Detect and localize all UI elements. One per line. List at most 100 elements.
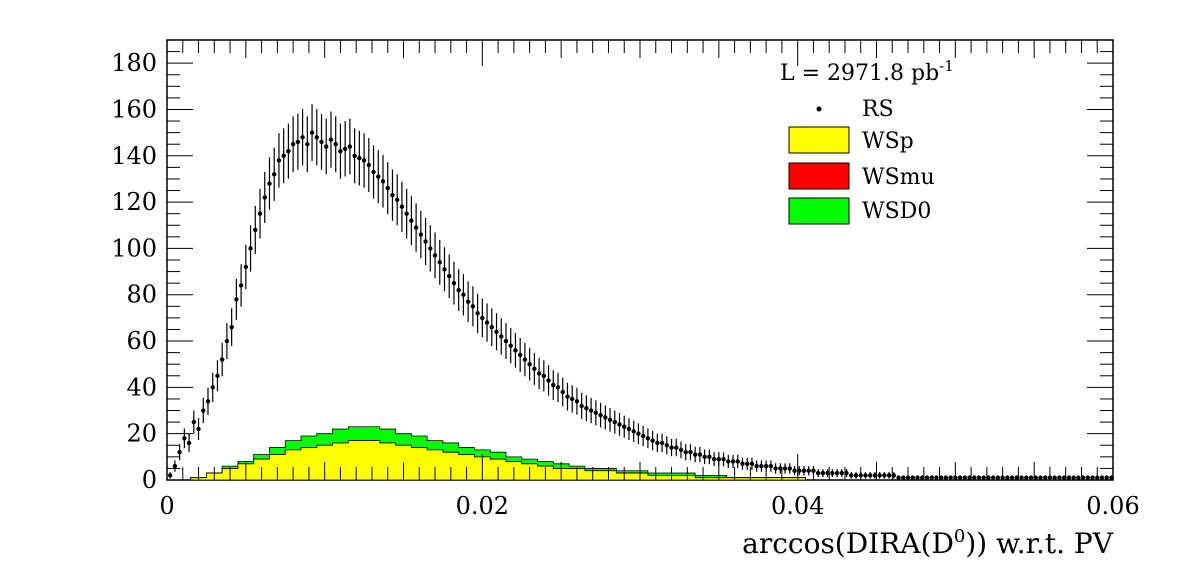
- point-marker: [574, 399, 580, 404]
- point-marker: [1085, 475, 1090, 480]
- point-marker: [882, 473, 887, 478]
- point-marker: [267, 181, 272, 186]
- data-point: [995, 475, 1001, 480]
- point-marker: [811, 468, 816, 473]
- point-marker: [1019, 475, 1024, 480]
- point-marker: [1043, 475, 1048, 480]
- point-marker: [664, 443, 670, 448]
- point-marker: [522, 357, 528, 362]
- legend: L = 2971.8 pb-1 RS WSp WSmu WSD0: [780, 57, 954, 225]
- data-point: [683, 444, 688, 461]
- point-marker: [295, 139, 301, 145]
- data-point: [177, 444, 182, 461]
- point-marker: [640, 433, 646, 439]
- point-marker: [749, 461, 755, 466]
- data-point: [186, 433, 192, 453]
- point-marker: [215, 373, 220, 378]
- data-point: [882, 472, 887, 479]
- data-point: [655, 433, 660, 453]
- data-point: [371, 145, 376, 199]
- data-point: [659, 433, 665, 453]
- point-marker: [338, 148, 343, 154]
- data-point: [834, 469, 840, 478]
- y-tick-label: 180: [111, 49, 157, 77]
- point-marker: [555, 385, 561, 390]
- point-marker: [248, 246, 253, 251]
- point-marker: [451, 280, 457, 286]
- data-point: [286, 123, 291, 179]
- data-point: [759, 460, 764, 472]
- point-marker: [210, 385, 215, 390]
- point-marker: [891, 473, 897, 478]
- point-marker: [442, 267, 447, 272]
- legend-swatch-wsd0: [788, 197, 850, 225]
- data-point: [839, 469, 845, 478]
- data-point: [730, 454, 736, 469]
- data-point: [333, 116, 338, 173]
- point-marker: [541, 373, 547, 378]
- y-tick-label: 80: [126, 281, 157, 309]
- data-point: [366, 138, 372, 193]
- data-point: [645, 428, 651, 449]
- data-point: [319, 113, 324, 170]
- data-point: [1000, 475, 1005, 480]
- data-point: [536, 357, 542, 390]
- point-marker: [366, 162, 372, 168]
- data-point: [399, 181, 405, 232]
- point-marker: [1014, 475, 1020, 480]
- point-marker: [948, 475, 953, 480]
- point-marker: [551, 382, 556, 388]
- data-point: [801, 466, 807, 476]
- data-point: [570, 385, 575, 413]
- data-point: [465, 281, 471, 323]
- point-marker: [272, 172, 277, 177]
- data-point: [1024, 475, 1029, 480]
- y-tick-label: 20: [126, 420, 157, 448]
- point-marker: [1080, 475, 1086, 480]
- point-marker: [825, 470, 830, 476]
- data-point: [385, 162, 390, 215]
- data-point: [986, 475, 991, 480]
- data-point: [1080, 475, 1086, 480]
- data-point: [480, 298, 485, 338]
- point-marker: [328, 137, 334, 142]
- point-marker: [782, 466, 788, 471]
- data-point: [740, 457, 745, 470]
- y-tick-label: 140: [111, 142, 157, 170]
- point-marker: [1095, 475, 1100, 480]
- point-marker: [253, 227, 258, 233]
- data-point: [215, 360, 220, 392]
- data-point: [877, 472, 882, 479]
- y-tick-labels: 0 20 40 60 80 100 120 140 160 180: [111, 49, 157, 494]
- point-marker: [896, 475, 901, 480]
- data-point: [248, 225, 253, 272]
- point-marker: [201, 408, 206, 413]
- point-marker: [622, 424, 627, 429]
- point-marker: [238, 283, 244, 288]
- point-marker: [905, 475, 911, 480]
- point-marker: [702, 454, 707, 460]
- data-point: [768, 460, 774, 472]
- data-point: [915, 475, 920, 480]
- point-marker: [957, 475, 963, 480]
- data-point: [853, 472, 859, 479]
- point-marker: [607, 417, 613, 422]
- point-marker: [480, 315, 485, 321]
- data-point: [1038, 475, 1043, 480]
- point-marker: [773, 466, 778, 471]
- point-marker: [990, 475, 996, 480]
- point-marker: [494, 329, 499, 334]
- point-marker: [513, 348, 518, 353]
- data-point: [934, 475, 939, 480]
- data-point: [763, 460, 769, 472]
- data-point: [593, 400, 599, 426]
- data-point: [541, 360, 547, 392]
- point-marker: [281, 153, 286, 158]
- point-marker: [489, 324, 494, 330]
- data-point: [607, 407, 613, 432]
- data-point: [338, 123, 343, 179]
- point-marker: [730, 459, 736, 464]
- point-marker: [745, 461, 750, 466]
- point-marker: [579, 403, 584, 409]
- point-marker: [404, 211, 409, 216]
